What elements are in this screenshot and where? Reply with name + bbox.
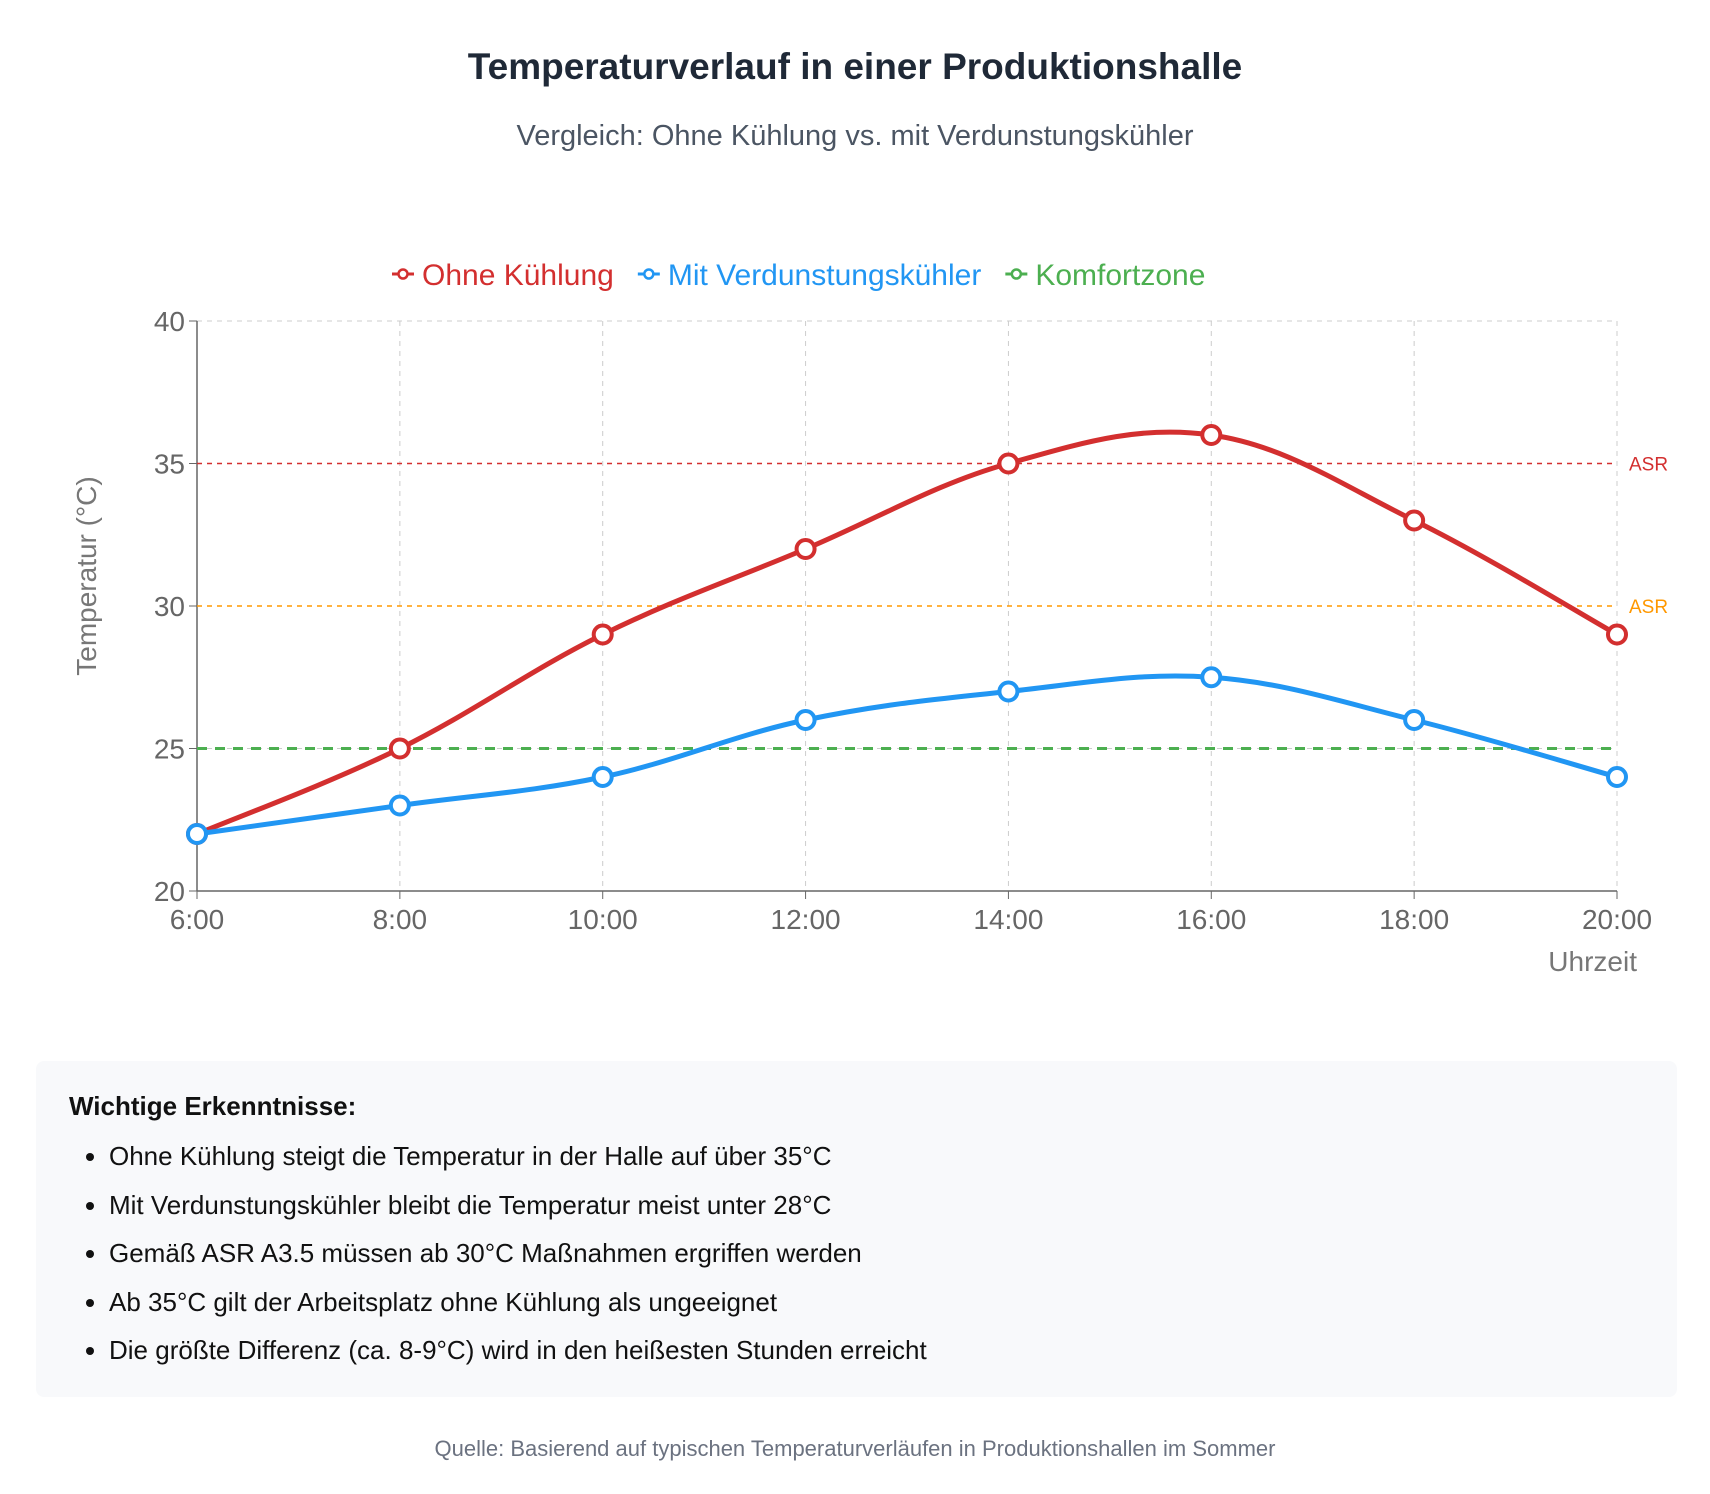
- x-tick-label: 16:00: [1176, 904, 1246, 935]
- legend-marker: [397, 268, 409, 280]
- y-tick-label: 25: [154, 734, 185, 765]
- x-tick-label: 18:00: [1379, 904, 1449, 935]
- reference-line-label: ASR: [1629, 597, 1668, 618]
- series-line: [196, 673, 1618, 837]
- data-point: [591, 623, 614, 646]
- reference-line-label: ASR: [1629, 455, 1668, 476]
- series-line: [196, 429, 1619, 837]
- insights-list: Ohne Kühlung steigt die Temperatur in de…: [69, 1141, 927, 1384]
- data-point: [1606, 766, 1628, 788]
- data-point: [1403, 509, 1426, 532]
- x-tick-label: 12:00: [771, 904, 841, 935]
- x-tick-label: 10:00: [568, 904, 638, 935]
- x-axis-label: Uhrzeit: [1548, 946, 1637, 977]
- insights-box: Wichtige Erkenntnisse: Ohne Kühlung stei…: [36, 1061, 1677, 1397]
- data-point: [794, 538, 817, 560]
- data-point: [186, 823, 208, 845]
- line-chart: 20 25 30 35 40 6:00 8:00 10:00 12:00 14:00 16:00 18…: [71, 259, 1668, 977]
- chart-subtitle: Vergleich: Ohne Kühlung vs. mit Verdunst…: [516, 120, 1194, 152]
- y-tick-label: 30: [154, 591, 185, 622]
- legend-label: Mit Verdunstungskühler: [668, 259, 982, 292]
- y-tick-label: 35: [154, 449, 185, 480]
- source-note: Quelle: Basierend auf typischen Temperat…: [434, 1436, 1276, 1461]
- insight-item: Gemäß ASR A3.5 müssen ab 30°C Maßnahmen …: [109, 1238, 927, 1287]
- y-tick-label: 20: [154, 876, 185, 907]
- data-point: [388, 737, 411, 760]
- data-point: [997, 680, 1020, 703]
- legend-label: Komfortzone: [1035, 259, 1205, 292]
- data-point: [591, 766, 614, 788]
- data-point: [1200, 666, 1223, 689]
- x-tick-label: 6:00: [170, 904, 225, 935]
- legend-label: Ohne Kühlung: [422, 259, 614, 292]
- chart-title: Temperaturverlauf in einer Produktionsha…: [467, 46, 1243, 87]
- insights-heading: Wichtige Erkenntnisse:: [69, 1091, 357, 1121]
- data-point: [1200, 424, 1223, 446]
- data-point: [997, 452, 1020, 475]
- insight-item: Ohne Kühlung steigt die Temperatur in de…: [109, 1141, 927, 1190]
- legend-marker: [1010, 268, 1023, 280]
- data-point: [388, 794, 411, 817]
- insight-item: Die größte Differenz (ca. 8-9°C) wird in…: [109, 1335, 927, 1384]
- y-tick-label: 40: [154, 306, 185, 337]
- y-axis-label: Temperatur (°C): [71, 476, 102, 675]
- insight-item: Ab 35°C gilt der Arbeitsplatz ohne Kühlu…: [109, 1287, 927, 1336]
- insight-item: Mit Verdunstungskühler bleibt die Temper…: [109, 1190, 927, 1239]
- x-tick-label: 14:00: [973, 904, 1043, 935]
- x-tick-label: 20:00: [1582, 904, 1652, 935]
- x-tick-label: 8:00: [373, 904, 428, 935]
- legend-marker: [643, 268, 655, 280]
- data-point: [1403, 709, 1426, 731]
- data-point: [794, 709, 817, 731]
- data-point: [1606, 623, 1628, 646]
